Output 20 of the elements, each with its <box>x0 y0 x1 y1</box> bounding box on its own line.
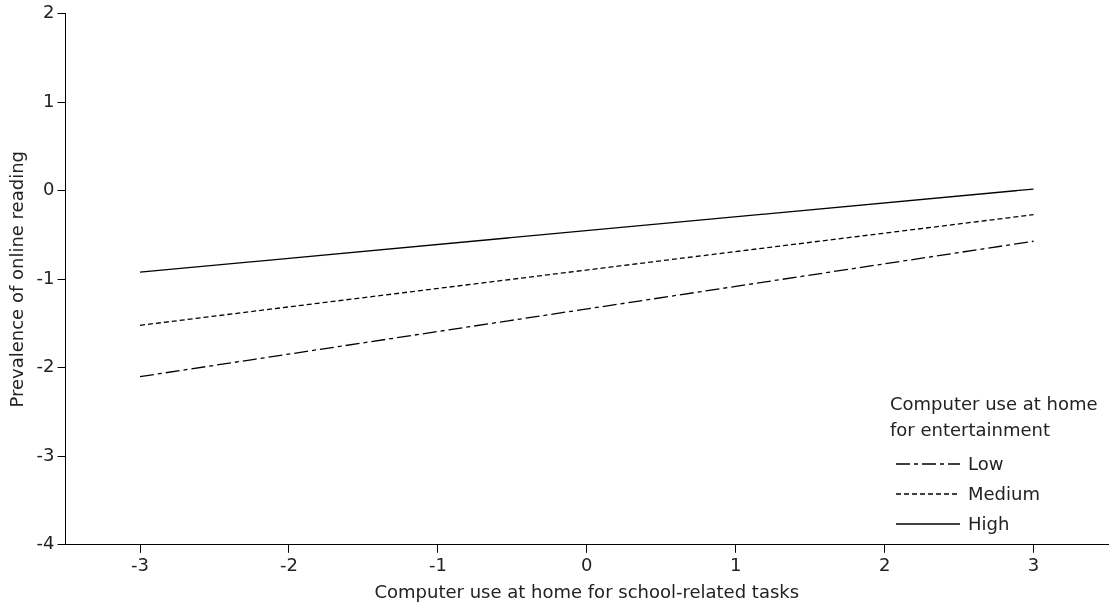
x-tick-label: 0 <box>581 554 593 576</box>
y-tick-label: 1 <box>43 89 55 111</box>
y-tick-label: 2 <box>43 1 55 23</box>
x-tick-label: 2 <box>878 554 891 576</box>
x-tick-label: -1 <box>428 554 447 576</box>
x-tick-label: -2 <box>279 554 298 576</box>
y-axis-title: Prevalence of online reading <box>6 151 28 408</box>
x-tick-label: -3 <box>131 554 149 576</box>
legend-label: High <box>968 513 1010 535</box>
y-tick-label: 0 <box>43 178 55 200</box>
legend-label: Medium <box>968 483 1040 505</box>
y-tick-label: -4 <box>36 532 55 554</box>
x-tick-label: 3 <box>1027 554 1040 576</box>
x-axis-title: Computer use at home for school-related tasks <box>374 580 800 602</box>
x-tick-label: 1 <box>729 554 742 576</box>
y-tick-label: -3 <box>36 443 55 465</box>
legend-label: Low <box>968 453 1004 475</box>
y-tick-label: -2 <box>36 355 55 377</box>
y-tick-label: -1 <box>36 266 55 288</box>
legend-title: Computer use at home for entertainment <box>890 391 1098 442</box>
